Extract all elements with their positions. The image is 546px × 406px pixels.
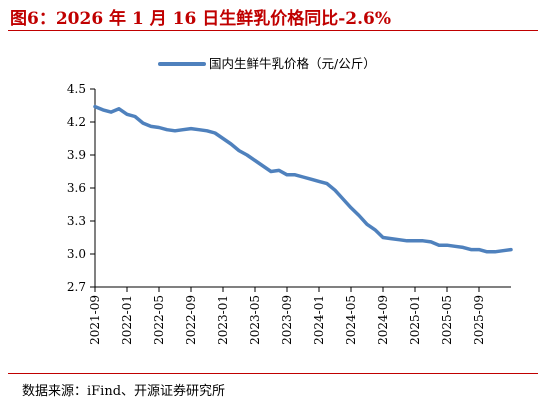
y-tick-label: 4.5 [67, 82, 86, 96]
x-tick-label: 2024-09 [376, 295, 390, 345]
x-tick-label: 2024-01 [312, 295, 326, 345]
y-tick-label: 3.3 [67, 214, 86, 228]
title-divider [8, 30, 538, 31]
x-tick-label: 2025-01 [408, 295, 422, 345]
x-tick-label: 2024-05 [344, 295, 358, 345]
y-tick-label: 3.6 [67, 181, 86, 195]
y-tick-label: 3.9 [67, 148, 86, 162]
chart-legend: 国内生鲜牛乳价格（元/公斤） [158, 56, 376, 71]
x-tick-label: 2023-09 [280, 295, 294, 345]
x-tick-label: 2022-09 [184, 295, 198, 345]
y-tick-label: 2.7 [67, 280, 86, 294]
y-tick-label: 4.2 [67, 115, 86, 129]
x-tick-label: 2021-09 [88, 295, 102, 345]
x-tick-label: 2023-01 [216, 295, 230, 345]
figure-title: 图6：2026 年 1 月 16 日生鲜乳价格同比-2.6% [10, 9, 392, 29]
legend-label: 国内生鲜牛乳价格（元/公斤） [209, 56, 376, 71]
y-axis: 4.5 4.2 3.9 3.6 3.3 3.0 2.7 [67, 82, 96, 294]
x-tick-label: 2025-05 [440, 295, 454, 345]
x-tick-label: 2023-05 [248, 295, 262, 345]
series-line-milk-price [93, 104, 513, 254]
x-tick-label: 2025-09 [472, 295, 486, 345]
y-tick-label: 3.0 [67, 247, 86, 261]
source-divider [8, 373, 538, 374]
x-tick-label: 2022-01 [120, 295, 134, 345]
source-note: 数据来源：iFind、开源证券研究所 [22, 384, 226, 399]
x-tick-label: 2022-05 [152, 295, 166, 345]
x-axis: 2021-09 2022-01 2022-05 2022-09 2023-01 2023-… [88, 286, 511, 345]
